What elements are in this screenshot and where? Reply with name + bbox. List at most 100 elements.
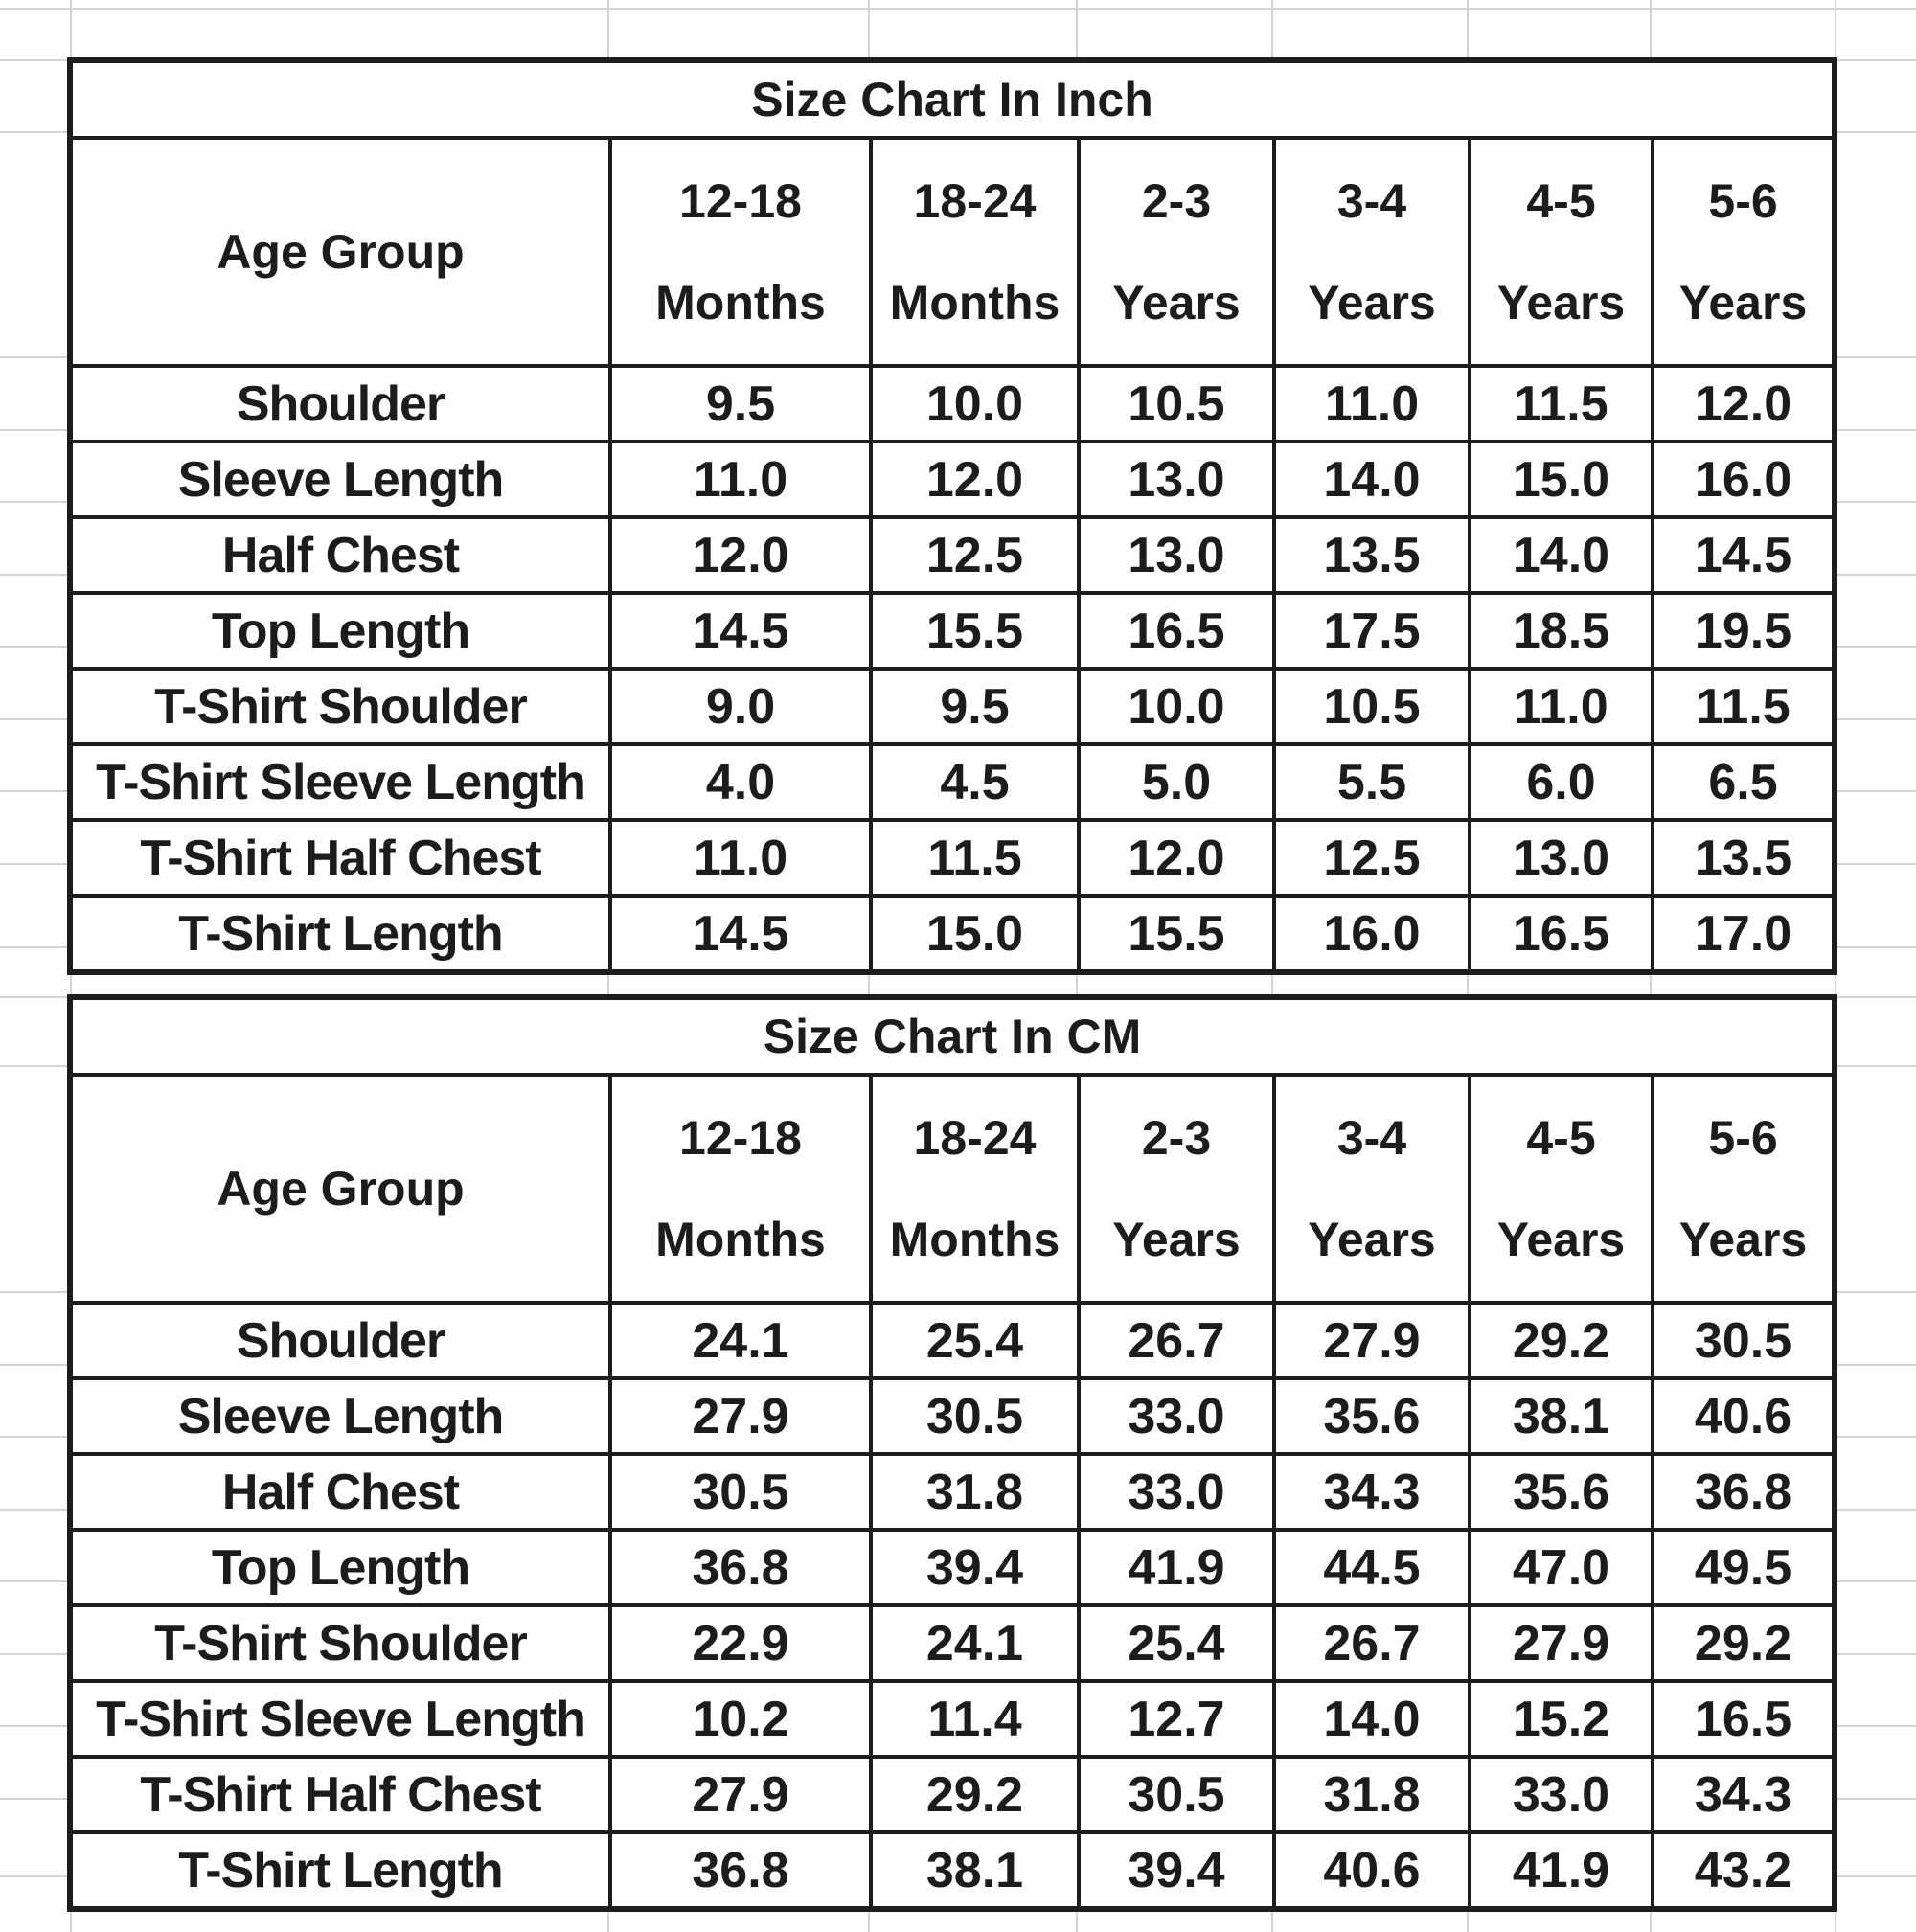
value-cell: 25.4 (869, 1301, 1081, 1380)
column-header-line1: 3-4 (1336, 174, 1407, 228)
value-cell: 27.9 (1272, 1301, 1471, 1380)
value-cell: 10.0 (869, 364, 1081, 443)
table-row: T-Shirt Sleeve Length 4.0 4.5 5.0 5.5 6.0 6.5 (68, 742, 1837, 822)
value-cell: 16.5 (1468, 894, 1654, 974)
column-header-line2: Years (1112, 276, 1241, 330)
table-row: Top Length 14.5 15.5 16.5 17.5 18.5 19.5 (68, 591, 1837, 671)
value-cell: 49.5 (1650, 1528, 1837, 1607)
value-cell: 27.9 (1468, 1603, 1654, 1683)
table-row: Sleeve Length 27.9 30.5 33.0 35.6 38.1 40.6 (68, 1376, 1837, 1456)
column-header-line1: 18-24 (913, 174, 1037, 228)
value-cell: 35.6 (1468, 1452, 1654, 1532)
value-cell: 35.6 (1272, 1376, 1471, 1456)
column-header-line1: 3-4 (1336, 1111, 1407, 1165)
value-cell: 10.5 (1272, 667, 1471, 746)
table-row: T-Shirt Sleeve Length 10.2 11.4 12.7 14.0 15.… (68, 1679, 1837, 1759)
value-cell: 11.5 (1468, 364, 1654, 443)
row-label-cell: T-Shirt Length (68, 894, 612, 974)
value-cell: 13.0 (1468, 818, 1654, 898)
column-header-cell: 2-3 Years (1077, 1073, 1276, 1305)
value-cell: 38.1 (869, 1830, 1081, 1911)
value-cell: 14.5 (1650, 515, 1837, 595)
table-row: Half Chest 12.0 12.5 13.0 13.5 14.0 14.5 (68, 515, 1837, 595)
column-header-cell: 3-4 Years (1272, 136, 1471, 368)
value-cell: 33.0 (1468, 1755, 1654, 1834)
value-cell: 22.9 (608, 1603, 873, 1683)
value-cell: 31.8 (1272, 1755, 1471, 1834)
column-header-cell: 18-24 Months (869, 136, 1081, 368)
table-row: T-Shirt Shoulder 9.0 9.5 10.0 10.5 11.0 11.5 (68, 667, 1837, 746)
table-row: T-Shirt Length 14.5 15.0 15.5 16.0 16.5 17.0 (68, 894, 1837, 974)
value-cell: 38.1 (1468, 1376, 1654, 1456)
value-cell: 14.0 (1272, 440, 1471, 519)
row-label-cell: Sleeve Length (68, 1376, 612, 1456)
value-cell: 29.2 (869, 1755, 1081, 1834)
value-cell: 40.6 (1272, 1830, 1471, 1911)
value-cell: 30.5 (608, 1452, 873, 1532)
column-header-cell: 18-24 Months (869, 1073, 1081, 1305)
value-cell: 5.0 (1077, 742, 1276, 822)
column-header-line2: Months (655, 1213, 826, 1266)
value-cell: 15.5 (869, 591, 1081, 671)
table-title: Size Chart In CM (67, 995, 1837, 1077)
value-cell: 36.8 (1650, 1452, 1837, 1532)
table-row: Shoulder 24.1 25.4 26.7 27.9 29.2 30.5 (68, 1301, 1837, 1380)
value-cell: 40.6 (1650, 1376, 1837, 1456)
column-header-cell: 4-5 Years (1468, 136, 1654, 368)
value-cell: 26.7 (1077, 1301, 1276, 1380)
table-row: Top Length 36.8 39.4 41.9 44.5 47.0 49.5 (68, 1528, 1837, 1607)
column-header-line1: 18-24 (913, 1111, 1037, 1165)
age-group-header-cell: Age Group (68, 136, 612, 368)
value-cell: 16.5 (1077, 591, 1276, 671)
value-cell: 6.0 (1468, 742, 1654, 822)
value-cell: 4.0 (608, 742, 873, 822)
value-cell: 9.5 (869, 667, 1081, 746)
row-label-cell: T-Shirt Shoulder (68, 667, 612, 746)
column-header-cell: 5-6 Years (1650, 1073, 1837, 1305)
table-row: T-Shirt Half Chest 11.0 11.5 12.0 12.5 13.0 13… (68, 818, 1837, 898)
value-cell: 17.0 (1650, 894, 1837, 974)
row-label-cell: Half Chest (68, 1452, 612, 1532)
row-label-cell: T-Shirt Half Chest (68, 1755, 612, 1834)
row-label-cell: Half Chest (68, 515, 612, 595)
value-cell: 29.2 (1468, 1301, 1654, 1380)
column-header-line1: 4-5 (1526, 1111, 1596, 1165)
value-cell: 9.0 (608, 667, 873, 746)
column-header-line2: Years (1112, 1213, 1241, 1266)
value-cell: 12.0 (1077, 818, 1276, 898)
value-cell: 12.0 (608, 515, 873, 595)
value-cell: 39.4 (1077, 1830, 1276, 1911)
value-cell: 19.5 (1650, 591, 1837, 671)
value-cell: 12.0 (869, 440, 1081, 519)
value-cell: 15.5 (1077, 894, 1276, 974)
column-header-cell: 2-3 Years (1077, 136, 1276, 368)
table-title: Size Chart In Inch (67, 58, 1837, 140)
column-header-line1: 2-3 (1141, 1111, 1212, 1165)
value-cell: 12.7 (1077, 1679, 1276, 1759)
value-cell: 6.5 (1650, 742, 1837, 822)
value-cell: 14.0 (1272, 1679, 1471, 1759)
value-cell: 12.5 (1272, 818, 1471, 898)
value-cell: 11.5 (1650, 667, 1837, 746)
row-label-cell: Top Length (68, 1528, 612, 1607)
value-cell: 11.0 (608, 440, 873, 519)
row-label-cell: Shoulder (68, 364, 612, 443)
row-label-cell: Top Length (68, 591, 612, 671)
column-header-line1: 5-6 (1708, 1111, 1778, 1165)
value-cell: 27.9 (608, 1755, 873, 1834)
value-cell: 39.4 (869, 1528, 1081, 1607)
row-label-cell: T-Shirt Half Chest (68, 818, 612, 898)
value-cell: 41.9 (1077, 1528, 1276, 1607)
column-header-line2: Years (1496, 1213, 1626, 1266)
row-label-cell: Shoulder (68, 1301, 612, 1380)
value-cell: 44.5 (1272, 1528, 1471, 1607)
column-header-cell: 3-4 Years (1272, 1073, 1471, 1305)
value-cell: 24.1 (869, 1603, 1081, 1683)
value-cell: 15.0 (869, 894, 1081, 974)
column-header-line1: 12-18 (679, 1111, 802, 1165)
column-header-line1: 4-5 (1526, 174, 1596, 228)
value-cell: 36.8 (608, 1830, 873, 1911)
value-cell: 31.8 (869, 1452, 1081, 1532)
value-cell: 14.0 (1468, 515, 1654, 595)
value-cell: 10.2 (608, 1679, 873, 1759)
